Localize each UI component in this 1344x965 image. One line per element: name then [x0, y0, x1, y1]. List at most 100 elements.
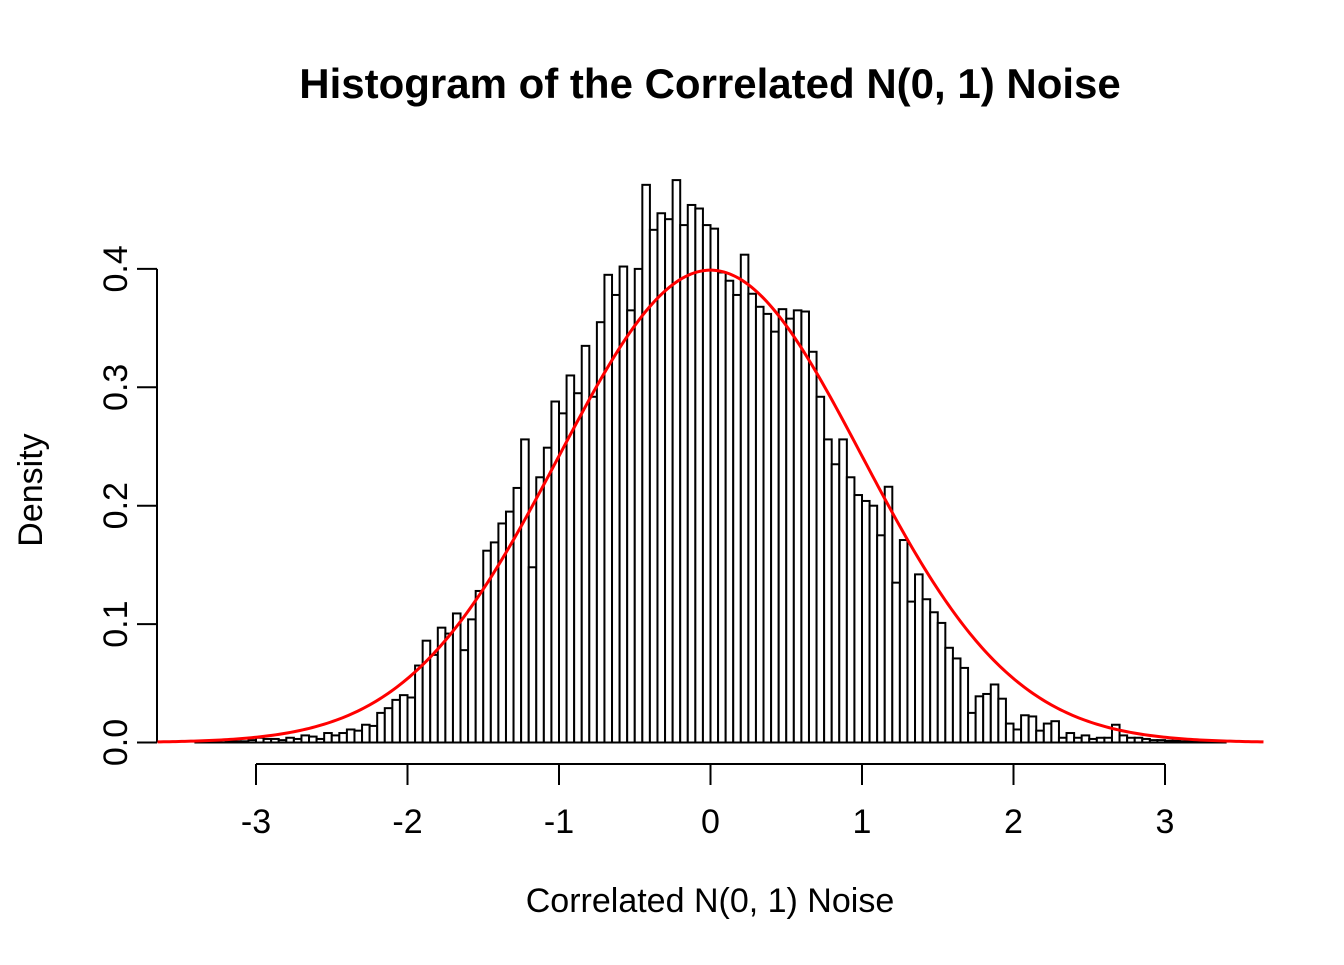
x-tick-label: -1 [544, 803, 574, 841]
histogram-bar [747, 292, 757, 744]
histogram-bar [906, 600, 917, 744]
y-axis-label: Density [12, 433, 50, 546]
histogram-bar [967, 711, 977, 744]
histogram-bar [1004, 722, 1015, 744]
histogram-bar [671, 179, 682, 744]
y-tick-label: 0.3 [97, 364, 135, 411]
histogram-bar [883, 485, 894, 744]
histogram-bar [270, 737, 280, 744]
histogram-bar [739, 253, 750, 744]
histogram-bar [527, 566, 538, 744]
x-axis-label: Correlated N(0, 1) Noise [526, 882, 894, 920]
histogram-bar [807, 350, 818, 744]
histogram-bar [944, 646, 954, 744]
histogram-bar [1088, 737, 1098, 744]
histogram-bar [1110, 723, 1121, 744]
histogram-bar [285, 736, 295, 744]
histogram-bar [262, 737, 273, 744]
histogram-bar [686, 203, 697, 744]
histogram-bar [959, 666, 970, 744]
histogram-bar [1073, 736, 1083, 744]
histogram-bar [1156, 739, 1167, 744]
histogram-bar [1141, 737, 1151, 744]
histogram-bar [573, 392, 583, 744]
histogram-bar [1035, 729, 1045, 744]
histogram-bar [1164, 739, 1174, 744]
histogram-bar [732, 293, 742, 744]
histogram-bar [535, 476, 545, 744]
histogram-bar [838, 438, 848, 744]
y-tick-label: 0.4 [97, 245, 135, 292]
histogram-bar [997, 697, 1007, 744]
histogram-bar [626, 309, 636, 744]
histogram-bar [1020, 714, 1030, 744]
histogram-bar [936, 621, 947, 744]
histogram-bar [239, 740, 250, 744]
histogram-bar [1095, 736, 1106, 744]
histogram-bar [451, 612, 462, 744]
histogram-bar [224, 740, 235, 744]
histogram-bar [876, 534, 886, 744]
histogram-bar [1057, 736, 1068, 744]
histogram-bar [694, 207, 704, 744]
histogram-bar [391, 698, 401, 744]
histogram-bar [361, 723, 371, 744]
histogram-bar [330, 734, 341, 744]
histogram-bar [1050, 720, 1060, 744]
histogram-bar [232, 740, 242, 744]
histogram-bar [1118, 734, 1129, 744]
x-tick-label: 1 [853, 803, 872, 841]
x-tick-label: 2 [1004, 803, 1023, 841]
y-tick-label: 0.2 [97, 482, 135, 529]
histogram-bar [550, 400, 561, 744]
histogram-bar [247, 739, 258, 744]
histogram-bar [792, 309, 803, 744]
histogram-bar [777, 308, 788, 744]
y-tick-label: 0.0 [97, 719, 135, 766]
histogram-bar [1133, 736, 1144, 744]
histogram-bar [1103, 736, 1113, 744]
histogram-bar [444, 632, 454, 744]
histogram-bar [770, 330, 780, 744]
histogram-bar [868, 504, 879, 744]
chart-title: Histogram of the Correlated N(0, 1) Nois… [299, 60, 1120, 107]
histogram-bar [701, 224, 712, 744]
histogram-bar [891, 581, 901, 744]
histogram-bar [709, 227, 720, 744]
histogram-bar [762, 312, 773, 744]
histogram-bar [845, 476, 856, 744]
histogram-bar [1186, 740, 1197, 744]
histogram-bar [474, 589, 485, 744]
histogram-bar [641, 183, 651, 744]
histogram-bar [292, 737, 303, 744]
histogram-bar [429, 653, 439, 744]
histogram-bar [542, 446, 553, 744]
histogram-bar [406, 696, 417, 744]
histogram-bar [815, 395, 826, 744]
histogram-bar [345, 728, 356, 744]
histogram-bar [323, 732, 333, 744]
histogram-bar [1179, 740, 1189, 744]
histogram-bar [520, 438, 530, 744]
histogram-bars [194, 179, 1227, 744]
histogram-bar [633, 267, 644, 744]
histogram-bar [383, 707, 394, 744]
histogram-bar [823, 438, 833, 744]
histogram-bar [929, 611, 939, 744]
normal-curve [157, 268, 1264, 744]
histogram-bar [754, 305, 765, 744]
histogram-bar [300, 734, 311, 744]
histogram-bar [467, 618, 477, 744]
histogram-bar [1080, 734, 1091, 744]
histogram-bar [368, 724, 379, 744]
histogram-bar [459, 649, 470, 744]
histogram-bar [414, 664, 424, 744]
y-tick-label: 0.1 [97, 600, 135, 647]
histogram-bar [1042, 722, 1053, 744]
x-tick-label: 3 [1156, 803, 1175, 841]
histogram-bar [853, 494, 864, 744]
histogram-bar [603, 273, 614, 744]
histogram-bar [679, 224, 689, 744]
histogram-bar [974, 695, 985, 744]
histogram-bar [1171, 739, 1182, 744]
